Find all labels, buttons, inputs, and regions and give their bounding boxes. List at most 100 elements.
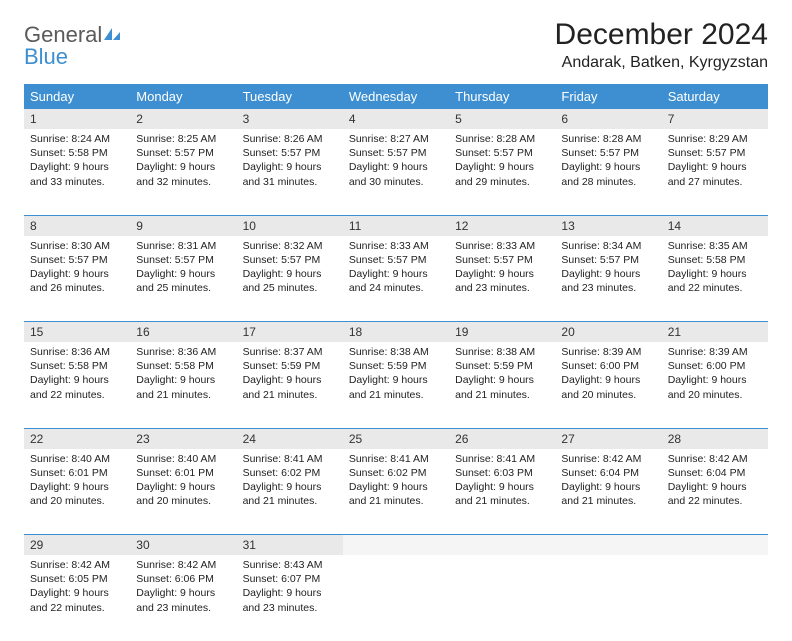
day-cell-body: Sunrise: 8:25 AMSunset: 5:57 PMDaylight:… <box>130 129 236 193</box>
day-number: 13 <box>555 215 661 236</box>
daylight-text: and 23 minutes. <box>243 601 337 615</box>
day-number: 27 <box>555 428 661 449</box>
daylight-text: and 21 minutes. <box>455 388 549 402</box>
day-cell: Sunrise: 8:41 AMSunset: 6:02 PMDaylight:… <box>237 449 343 535</box>
daylight-text: Daylight: 9 hours <box>349 160 443 174</box>
sunrise-text: Sunrise: 8:40 AM <box>30 452 124 466</box>
day-number: 5 <box>449 109 555 129</box>
sunset-text: Sunset: 6:03 PM <box>455 466 549 480</box>
sunset-text: Sunset: 5:58 PM <box>30 146 124 160</box>
sunrise-text: Sunrise: 8:37 AM <box>243 345 337 359</box>
daylight-text: and 22 minutes. <box>30 388 124 402</box>
sunrise-text: Sunrise: 8:33 AM <box>455 239 549 253</box>
sunset-text: Sunset: 6:02 PM <box>349 466 443 480</box>
daylight-text: and 23 minutes. <box>136 601 230 615</box>
daynum-row: 15161718192021 <box>24 322 768 343</box>
daylight-text: and 28 minutes. <box>561 175 655 189</box>
sunrise-text: Sunrise: 8:39 AM <box>668 345 762 359</box>
sunset-text: Sunset: 6:02 PM <box>243 466 337 480</box>
sunset-text: Sunset: 5:57 PM <box>561 253 655 267</box>
day-cell-body: Sunrise: 8:30 AMSunset: 5:57 PMDaylight:… <box>24 236 130 300</box>
weekday-header: Friday <box>555 84 661 109</box>
sunrise-text: Sunrise: 8:38 AM <box>455 345 549 359</box>
daylight-text: Daylight: 9 hours <box>455 160 549 174</box>
day-number <box>662 535 768 556</box>
day-cell-body: Sunrise: 8:33 AMSunset: 5:57 PMDaylight:… <box>343 236 449 300</box>
sunrise-text: Sunrise: 8:36 AM <box>136 345 230 359</box>
daylight-text: and 22 minutes. <box>668 494 762 508</box>
day-number: 20 <box>555 322 661 343</box>
sunset-text: Sunset: 5:57 PM <box>349 253 443 267</box>
weekday-header: Wednesday <box>343 84 449 109</box>
day-cell-body: Sunrise: 8:41 AMSunset: 6:03 PMDaylight:… <box>449 449 555 513</box>
day-cell-body: Sunrise: 8:43 AMSunset: 6:07 PMDaylight:… <box>237 555 343 619</box>
day-cell-body: Sunrise: 8:42 AMSunset: 6:04 PMDaylight:… <box>662 449 768 513</box>
sunrise-text: Sunrise: 8:38 AM <box>349 345 443 359</box>
sunrise-text: Sunrise: 8:42 AM <box>136 558 230 572</box>
sunrise-text: Sunrise: 8:43 AM <box>243 558 337 572</box>
sunrise-text: Sunrise: 8:24 AM <box>30 132 124 146</box>
sunset-text: Sunset: 6:00 PM <box>668 359 762 373</box>
day-cell-body: Sunrise: 8:38 AMSunset: 5:59 PMDaylight:… <box>343 342 449 406</box>
sunset-text: Sunset: 6:04 PM <box>668 466 762 480</box>
day-number: 8 <box>24 215 130 236</box>
day-cell: Sunrise: 8:35 AMSunset: 5:58 PMDaylight:… <box>662 236 768 322</box>
sunset-text: Sunset: 5:58 PM <box>136 359 230 373</box>
day-number: 2 <box>130 109 236 129</box>
daylight-text: Daylight: 9 hours <box>243 373 337 387</box>
daylight-text: Daylight: 9 hours <box>136 267 230 281</box>
day-cell-body: Sunrise: 8:29 AMSunset: 5:57 PMDaylight:… <box>662 129 768 193</box>
day-cell: Sunrise: 8:42 AMSunset: 6:04 PMDaylight:… <box>662 449 768 535</box>
sunset-text: Sunset: 5:57 PM <box>455 253 549 267</box>
day-cell: Sunrise: 8:42 AMSunset: 6:04 PMDaylight:… <box>555 449 661 535</box>
day-number: 24 <box>237 428 343 449</box>
day-cell-body: Sunrise: 8:26 AMSunset: 5:57 PMDaylight:… <box>237 129 343 193</box>
day-cell-body: Sunrise: 8:24 AMSunset: 5:58 PMDaylight:… <box>24 129 130 193</box>
daylight-text: Daylight: 9 hours <box>349 480 443 494</box>
day-cell: Sunrise: 8:31 AMSunset: 5:57 PMDaylight:… <box>130 236 236 322</box>
sunset-text: Sunset: 5:57 PM <box>561 146 655 160</box>
day-cell-body: Sunrise: 8:27 AMSunset: 5:57 PMDaylight:… <box>343 129 449 193</box>
sunrise-text: Sunrise: 8:25 AM <box>136 132 230 146</box>
day-cell: Sunrise: 8:37 AMSunset: 5:59 PMDaylight:… <box>237 342 343 428</box>
day-number: 16 <box>130 322 236 343</box>
daylight-text: and 32 minutes. <box>136 175 230 189</box>
day-cell: Sunrise: 8:38 AMSunset: 5:59 PMDaylight:… <box>343 342 449 428</box>
day-number: 29 <box>24 535 130 556</box>
daylight-text: and 24 minutes. <box>349 281 443 295</box>
daylight-text: and 20 minutes. <box>30 494 124 508</box>
daylight-text: Daylight: 9 hours <box>455 373 549 387</box>
daylight-text: and 22 minutes. <box>668 281 762 295</box>
location-label: Andarak, Batken, Kyrgyzstan <box>555 54 768 72</box>
sunrise-text: Sunrise: 8:27 AM <box>349 132 443 146</box>
day-number: 15 <box>24 322 130 343</box>
daylight-text: Daylight: 9 hours <box>668 480 762 494</box>
day-cell: Sunrise: 8:41 AMSunset: 6:02 PMDaylight:… <box>343 449 449 535</box>
day-cell-body: Sunrise: 8:39 AMSunset: 6:00 PMDaylight:… <box>662 342 768 406</box>
daynum-row: 22232425262728 <box>24 428 768 449</box>
day-cell: Sunrise: 8:43 AMSunset: 6:07 PMDaylight:… <box>237 555 343 641</box>
logo-text: General Blue <box>24 24 122 68</box>
sunrise-text: Sunrise: 8:28 AM <box>455 132 549 146</box>
sunset-text: Sunset: 5:57 PM <box>243 253 337 267</box>
daylight-text: and 27 minutes. <box>668 175 762 189</box>
logo: General Blue <box>24 24 122 68</box>
day-cell-body: Sunrise: 8:42 AMSunset: 6:06 PMDaylight:… <box>130 555 236 619</box>
day-cell: Sunrise: 8:30 AMSunset: 5:57 PMDaylight:… <box>24 236 130 322</box>
daylight-text: Daylight: 9 hours <box>136 373 230 387</box>
title-block: December 2024 Andarak, Batken, Kyrgyzsta… <box>555 18 768 72</box>
day-cell: Sunrise: 8:33 AMSunset: 5:57 PMDaylight:… <box>343 236 449 322</box>
sunrise-text: Sunrise: 8:42 AM <box>30 558 124 572</box>
sunset-text: Sunset: 5:57 PM <box>668 146 762 160</box>
day-number: 18 <box>343 322 449 343</box>
day-cell-body: Sunrise: 8:33 AMSunset: 5:57 PMDaylight:… <box>449 236 555 300</box>
day-cell-body: Sunrise: 8:38 AMSunset: 5:59 PMDaylight:… <box>449 342 555 406</box>
day-cell-body: Sunrise: 8:35 AMSunset: 5:58 PMDaylight:… <box>662 236 768 300</box>
week-row: Sunrise: 8:24 AMSunset: 5:58 PM Daylight:… <box>24 129 768 215</box>
daylight-text: Daylight: 9 hours <box>30 586 124 600</box>
sunrise-text: Sunrise: 8:42 AM <box>561 452 655 466</box>
day-cell-body: Sunrise: 8:34 AMSunset: 5:57 PMDaylight:… <box>555 236 661 300</box>
day-number: 10 <box>237 215 343 236</box>
day-cell: Sunrise: 8:39 AMSunset: 6:00 PMDaylight:… <box>662 342 768 428</box>
day-cell: Sunrise: 8:41 AMSunset: 6:03 PMDaylight:… <box>449 449 555 535</box>
